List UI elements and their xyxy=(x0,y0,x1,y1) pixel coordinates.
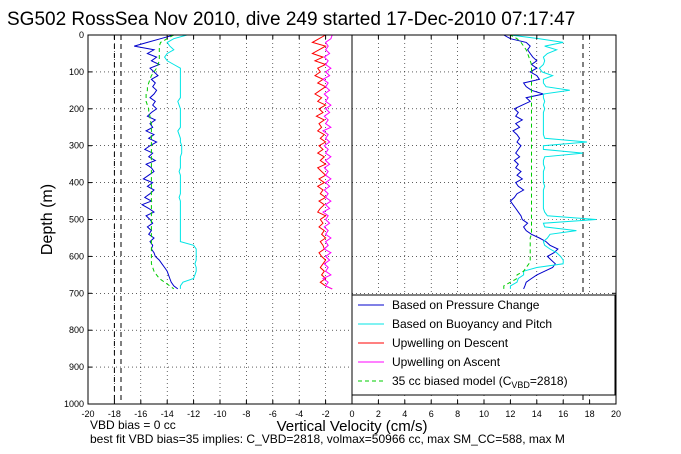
legend-box xyxy=(351,294,616,396)
chart-title: SG502 RossSea Nov 2010, dive 249 started… xyxy=(7,9,575,30)
series-line xyxy=(145,34,175,290)
y-tick-label: 200 xyxy=(69,104,84,114)
legend-label: Upwelling on Descent xyxy=(392,336,509,350)
series-line xyxy=(503,34,532,289)
x-tick-label: 16 xyxy=(558,409,568,419)
series-layer xyxy=(134,34,597,290)
y-tick-label: 1000 xyxy=(64,399,84,409)
x-tick-label: -2 xyxy=(322,409,330,419)
y-tick-label: 500 xyxy=(69,215,84,225)
x-tick-label: 20 xyxy=(611,409,621,419)
vbd-bias-annotation: VBD bias = 0 cc xyxy=(90,418,176,432)
y-tick-label: 300 xyxy=(69,141,84,151)
x-tick-label: -10 xyxy=(213,409,226,419)
y-tick-label: 700 xyxy=(69,288,84,298)
y-tick-label: 800 xyxy=(69,325,84,335)
y-tick-label: 0 xyxy=(79,30,84,40)
legend-label: Upwelling on Ascent xyxy=(392,355,501,369)
x-tick-label: -16 xyxy=(134,409,147,419)
axis-ticks: -20 -18 -16 -14 -12 -10 -8 -6 -4 -2 0 2 4 6 8 10 12 14 16 1… xyxy=(64,30,621,419)
y-tick-label: 600 xyxy=(69,251,84,261)
legend-label: Based on Buoyancy and Pitch xyxy=(392,317,552,331)
x-tick-label: -12 xyxy=(187,409,200,419)
y-tick-label: 100 xyxy=(69,67,84,77)
y-tick-label: 400 xyxy=(69,178,84,188)
series-line xyxy=(311,34,333,290)
legend-label: Based on Pressure Change xyxy=(392,298,540,312)
series-line xyxy=(163,34,197,289)
series-line xyxy=(503,34,559,290)
x-tick-label: -20 xyxy=(81,409,94,419)
x-tick-label: -14 xyxy=(161,409,174,419)
x-tick-label: 4 xyxy=(402,409,407,419)
x-tick-label: 18 xyxy=(585,409,595,419)
legend-label: 35 cc biased model (CVBD=2818) xyxy=(392,374,568,390)
x-tick-label: 14 xyxy=(532,409,542,419)
x-tick-label: 0 xyxy=(349,409,354,419)
x-tick-label: -6 xyxy=(269,409,277,419)
x-tick-label: 8 xyxy=(455,409,460,419)
series-line xyxy=(322,34,333,290)
x-tick-label: 6 xyxy=(429,409,434,419)
x-tick-label: -8 xyxy=(242,409,250,419)
x-tick-label: -4 xyxy=(295,409,303,419)
x-axis-label: Vertical Velocity (cm/s) xyxy=(277,418,428,435)
y-axis-label: Depth (m) xyxy=(39,184,56,255)
series-line xyxy=(509,34,597,289)
x-tick-label: 2 xyxy=(376,409,381,419)
y-tick-label: 900 xyxy=(69,362,84,372)
x-tick-label: 12 xyxy=(505,409,515,419)
best-fit-annotation: best fit VBD bias=35 implies: C_VBD=2818… xyxy=(90,432,565,446)
x-tick-label: 10 xyxy=(479,409,489,419)
legend: Based on Pressure Change Based on Buoyanc… xyxy=(351,294,616,396)
series-line xyxy=(134,34,179,290)
x-tick-label: -18 xyxy=(108,409,121,419)
